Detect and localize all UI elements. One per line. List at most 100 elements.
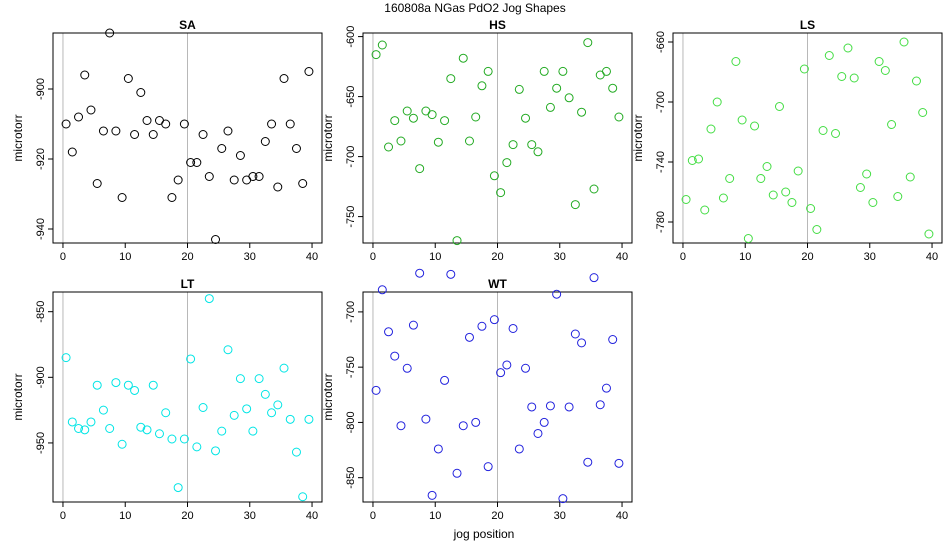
data-point <box>279 74 289 83</box>
data-point <box>924 229 934 239</box>
x-tick-label: 40 <box>306 510 318 522</box>
data-point <box>98 405 108 415</box>
data-point <box>179 434 189 444</box>
data-point <box>570 329 580 339</box>
panel-ls: LS 0 10 20 30 40 -780 -740 -700 -660 microtorr <box>631 18 943 263</box>
y-tick-label: -920 <box>35 148 47 170</box>
data-point <box>130 385 140 395</box>
data-point <box>130 130 140 139</box>
data-point <box>117 439 127 449</box>
x-tick-label: 20 <box>801 251 813 263</box>
data-point <box>595 400 605 410</box>
data-point <box>408 320 418 330</box>
data-point <box>712 97 722 107</box>
data-point <box>905 172 915 182</box>
y-axis-label: microtorr <box>11 373 25 420</box>
y-tick-label: -850 <box>345 467 357 489</box>
data-point <box>248 426 258 436</box>
data-point <box>74 424 84 433</box>
data-point <box>384 327 394 337</box>
data-point <box>614 112 624 122</box>
data-point <box>279 363 289 373</box>
data-point <box>496 368 506 378</box>
data-point <box>67 147 77 157</box>
data-point <box>304 414 314 424</box>
data-point <box>577 107 587 117</box>
data-point <box>564 93 574 103</box>
data-point <box>92 380 102 390</box>
data-point <box>545 401 555 411</box>
data-point <box>111 378 121 388</box>
data-point <box>211 235 221 244</box>
data-point <box>589 184 599 194</box>
data-point <box>211 446 221 456</box>
data-point <box>154 116 164 125</box>
data-point <box>260 389 270 399</box>
data-point <box>508 140 518 150</box>
data-point <box>192 442 202 452</box>
data-point <box>186 158 196 167</box>
data-point <box>843 43 853 53</box>
data-point <box>489 171 499 181</box>
data-point <box>452 236 462 246</box>
data-point <box>105 28 115 38</box>
data-point <box>377 40 387 50</box>
data-point <box>521 113 531 123</box>
data-point <box>750 121 760 131</box>
data-point <box>899 37 909 47</box>
figure-title: 160808a NGas PdO2 Jog Shapes <box>384 1 565 15</box>
data-point <box>483 462 493 472</box>
x-tick-label: 40 <box>306 251 318 263</box>
x-tick-label: 0 <box>370 251 376 263</box>
data-point <box>67 417 77 427</box>
data-point <box>893 192 903 201</box>
data-point <box>868 198 878 207</box>
data-point <box>514 444 524 454</box>
data-point <box>285 414 295 424</box>
data-point <box>874 57 884 66</box>
data-point <box>371 385 381 395</box>
data-point <box>681 195 691 204</box>
y-axis-label: microtorr <box>11 114 25 161</box>
data-point <box>464 136 474 146</box>
data-point <box>254 374 264 384</box>
data-point <box>521 363 531 373</box>
data-point <box>61 353 71 363</box>
data-point <box>80 70 90 80</box>
data-point <box>291 447 301 457</box>
y-tick-label: -740 <box>655 151 667 173</box>
panel-lt: LT 0 10 20 30 40 -950 -900 -850 microtorr <box>11 277 323 522</box>
data-point <box>601 383 611 393</box>
data-point <box>774 102 784 111</box>
data-point <box>818 126 828 135</box>
data-point <box>167 193 177 202</box>
data-point <box>92 179 102 188</box>
data-point <box>812 225 822 234</box>
data-point <box>217 144 227 153</box>
data-point <box>248 172 258 181</box>
data-point <box>527 140 537 150</box>
x-tick-label: 0 <box>60 510 66 522</box>
data-point <box>824 51 834 60</box>
data-point <box>458 421 468 431</box>
data-point <box>298 179 308 188</box>
data-point <box>173 175 183 185</box>
data-point <box>477 321 487 331</box>
data-point <box>136 422 146 432</box>
x-tick-label: 40 <box>926 251 938 263</box>
data-point <box>267 119 277 129</box>
panel-title-ls: LS <box>800 18 815 32</box>
data-point <box>415 164 425 174</box>
x-tick-label: 30 <box>554 510 566 522</box>
data-point <box>433 137 443 147</box>
data-point <box>446 74 456 84</box>
y-tick-label: -700 <box>655 91 667 113</box>
data-point <box>242 404 252 414</box>
data-point <box>545 102 555 112</box>
data-point <box>173 483 183 493</box>
data-point <box>502 158 512 168</box>
data-point <box>198 130 208 139</box>
data-point <box>446 269 456 279</box>
data-point <box>148 380 158 390</box>
x-tick-label: 40 <box>616 510 628 522</box>
